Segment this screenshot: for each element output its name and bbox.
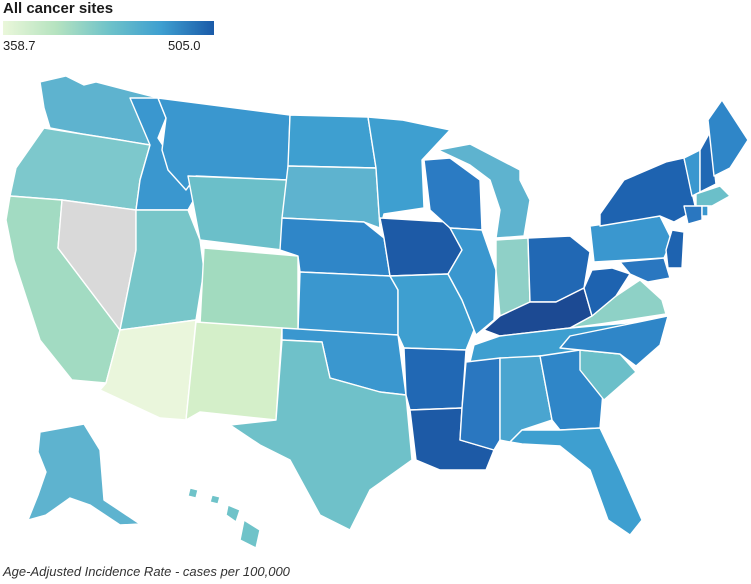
state-wisconsin[interactable] <box>423 157 483 231</box>
state-arkansas[interactable] <box>403 347 467 411</box>
legend-max-value: 505.0 <box>168 38 201 53</box>
state-massachusetts[interactable] <box>695 185 731 207</box>
state-new-jersey[interactable] <box>665 229 685 269</box>
state-hawaii-1[interactable] <box>187 487 199 499</box>
state-florida[interactable] <box>509 427 643 536</box>
state-texas[interactable] <box>229 339 413 531</box>
state-connecticut[interactable] <box>683 205 703 225</box>
state-montana[interactable] <box>157 97 291 191</box>
state-illinois[interactable] <box>447 227 497 336</box>
state-utah[interactable] <box>119 209 205 331</box>
state-alaska[interactable] <box>27 423 141 526</box>
state-rhode-island[interactable] <box>701 205 709 217</box>
state-new-york[interactable] <box>599 157 697 227</box>
state-hawaii-3[interactable] <box>225 504 241 523</box>
state-minnesota[interactable] <box>367 116 451 229</box>
state-arizona[interactable] <box>99 319 197 421</box>
state-michigan[interactable] <box>437 143 531 239</box>
map-title: All cancer sites <box>3 0 114 17</box>
state-hawaii-2[interactable] <box>209 494 221 505</box>
state-new-hampshire[interactable] <box>699 131 717 193</box>
state-north-dakota[interactable] <box>287 114 377 169</box>
state-mississippi[interactable] <box>459 357 501 451</box>
state-kansas[interactable] <box>297 271 399 336</box>
legend-min-value: 358.7 <box>3 38 36 53</box>
state-maine[interactable] <box>707 99 749 177</box>
legend-color-scale <box>3 21 214 35</box>
state-hawaii-4[interactable] <box>239 519 261 549</box>
state-wyoming[interactable] <box>187 175 289 251</box>
state-south-dakota[interactable] <box>281 165 381 229</box>
state-maryland[interactable] <box>619 257 671 283</box>
state-north-carolina[interactable] <box>559 315 669 367</box>
map-caption: Age-Adjusted Incidence Rate - cases per … <box>3 564 290 579</box>
state-new-mexico[interactable] <box>185 321 283 421</box>
state-colorado[interactable] <box>199 247 299 331</box>
